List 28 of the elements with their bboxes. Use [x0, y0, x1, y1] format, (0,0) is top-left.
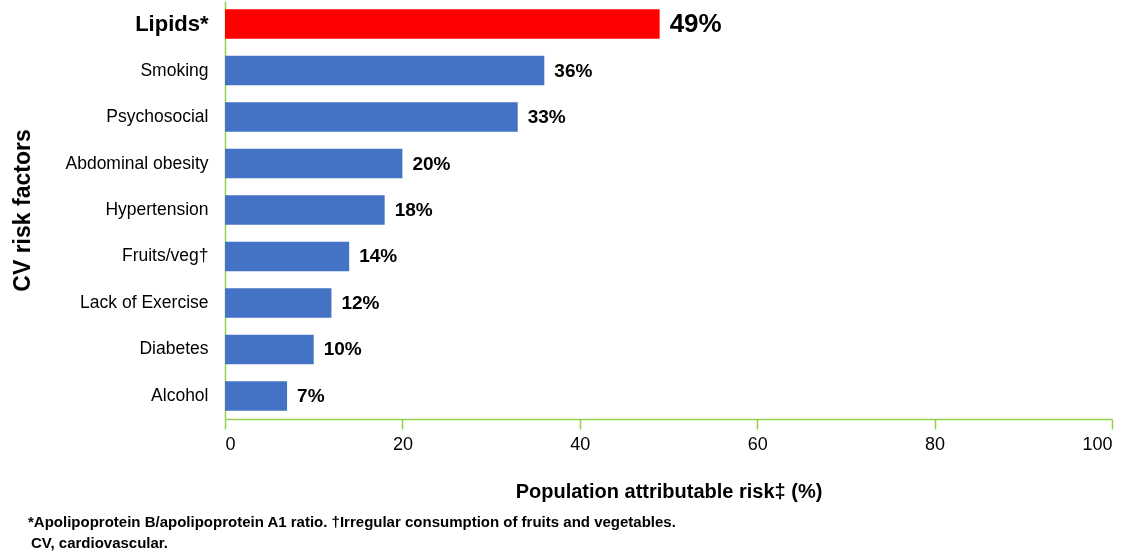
y-tick-label: Smoking [140, 59, 209, 80]
data-label: 49% [669, 8, 722, 39]
y-tick-label: Psychosocial [106, 106, 209, 127]
x-tick-label: 40 [570, 433, 591, 454]
y-tick-label: Lack of Exercise [80, 291, 209, 312]
data-label: 36% [554, 59, 593, 81]
y-tick-label: Hypertension [105, 199, 209, 219]
x-tick-label: 100 [1082, 433, 1113, 454]
y-tick-label: Abdominal obesity [65, 152, 209, 173]
y-axis-title: CV risk factors [8, 129, 35, 292]
data-label: 20% [412, 152, 451, 174]
y-tick-label: Fruits/veg† [121, 245, 209, 266]
text: CV, cardiovascular. [31, 534, 169, 551]
x-tick-label: 80 [925, 433, 946, 454]
y-tick-label: Alcohol [151, 384, 209, 405]
data-label: 7% [297, 384, 325, 406]
data-label: 12% [341, 291, 380, 313]
x-axis-title: Population attributable risk‡ (%) [515, 479, 823, 502]
y-tick-label: Lipids* [135, 11, 209, 37]
text: *Apolipoprotein B/apolipoprotein A1 ratio. †Irregular consumption of fruits and vegetables. [28, 513, 676, 530]
data-label: 14% [359, 245, 398, 267]
x-tick-label: 0 [225, 433, 236, 454]
y-tick-label: Diabetes [139, 338, 209, 359]
data-label: 18% [394, 199, 433, 220]
x-tick-label: 60 [747, 433, 768, 454]
data-label: 33% [527, 106, 566, 128]
x-tick-label: 20 [392, 433, 413, 454]
data-label: 10% [323, 338, 362, 360]
